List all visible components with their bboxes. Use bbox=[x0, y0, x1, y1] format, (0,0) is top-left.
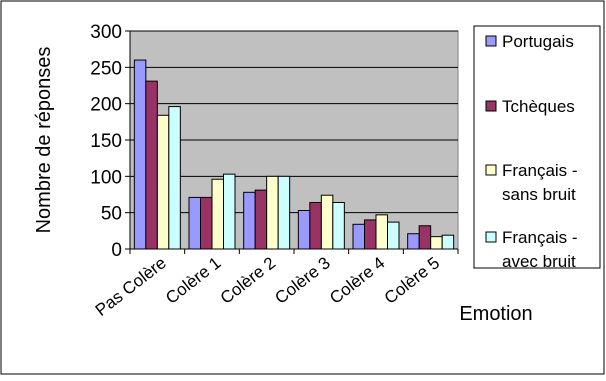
bar bbox=[320, 194, 334, 250]
legend: Portugais Tchèques Français - sans bruit Fra… bbox=[473, 25, 601, 271]
x-axis-title: Emotion bbox=[459, 303, 532, 325]
gridlines bbox=[130, 30, 458, 214]
bar bbox=[418, 225, 432, 250]
legend-label: Français - bbox=[502, 161, 578, 180]
bar bbox=[332, 201, 345, 250]
legend-swatch bbox=[485, 164, 497, 176]
y-tick-label: 0 bbox=[111, 240, 122, 261]
y-tick-label: 100 bbox=[90, 167, 122, 188]
bar bbox=[254, 189, 268, 250]
bar bbox=[364, 219, 377, 250]
y-tick-label: 300 bbox=[90, 22, 122, 43]
bar bbox=[375, 214, 388, 250]
bar bbox=[133, 59, 147, 250]
bar bbox=[441, 234, 455, 250]
bar bbox=[430, 236, 443, 250]
legend-swatch bbox=[485, 35, 497, 47]
y-tick-label: 200 bbox=[90, 95, 122, 116]
legend-label: avec bruit bbox=[502, 252, 576, 271]
bar bbox=[211, 178, 224, 250]
y-tick-label: 250 bbox=[90, 58, 122, 79]
y-tick-label: 50 bbox=[101, 204, 122, 225]
bar bbox=[168, 106, 181, 250]
bar bbox=[145, 80, 158, 250]
bar bbox=[266, 175, 279, 250]
legend-swatch bbox=[485, 231, 497, 243]
bar bbox=[387, 221, 400, 250]
bar bbox=[156, 114, 170, 250]
legend-label: Tchèques bbox=[502, 97, 575, 116]
y-tick-label: 150 bbox=[90, 131, 122, 152]
legend-label: Portugais bbox=[502, 32, 574, 51]
legend-label: Français - bbox=[502, 228, 578, 247]
bar bbox=[277, 175, 291, 250]
bar bbox=[352, 223, 365, 250]
legend-label: sans bruit bbox=[502, 185, 576, 204]
bar bbox=[297, 209, 311, 250]
legend-box bbox=[473, 25, 601, 269]
y-axis-title: Nombre de réponses bbox=[33, 47, 55, 234]
bar bbox=[188, 196, 201, 250]
bar bbox=[223, 173, 236, 250]
bar bbox=[309, 201, 322, 250]
bar bbox=[243, 191, 256, 250]
bar bbox=[200, 196, 213, 250]
bar bbox=[407, 233, 420, 250]
legend-swatch bbox=[485, 100, 497, 112]
